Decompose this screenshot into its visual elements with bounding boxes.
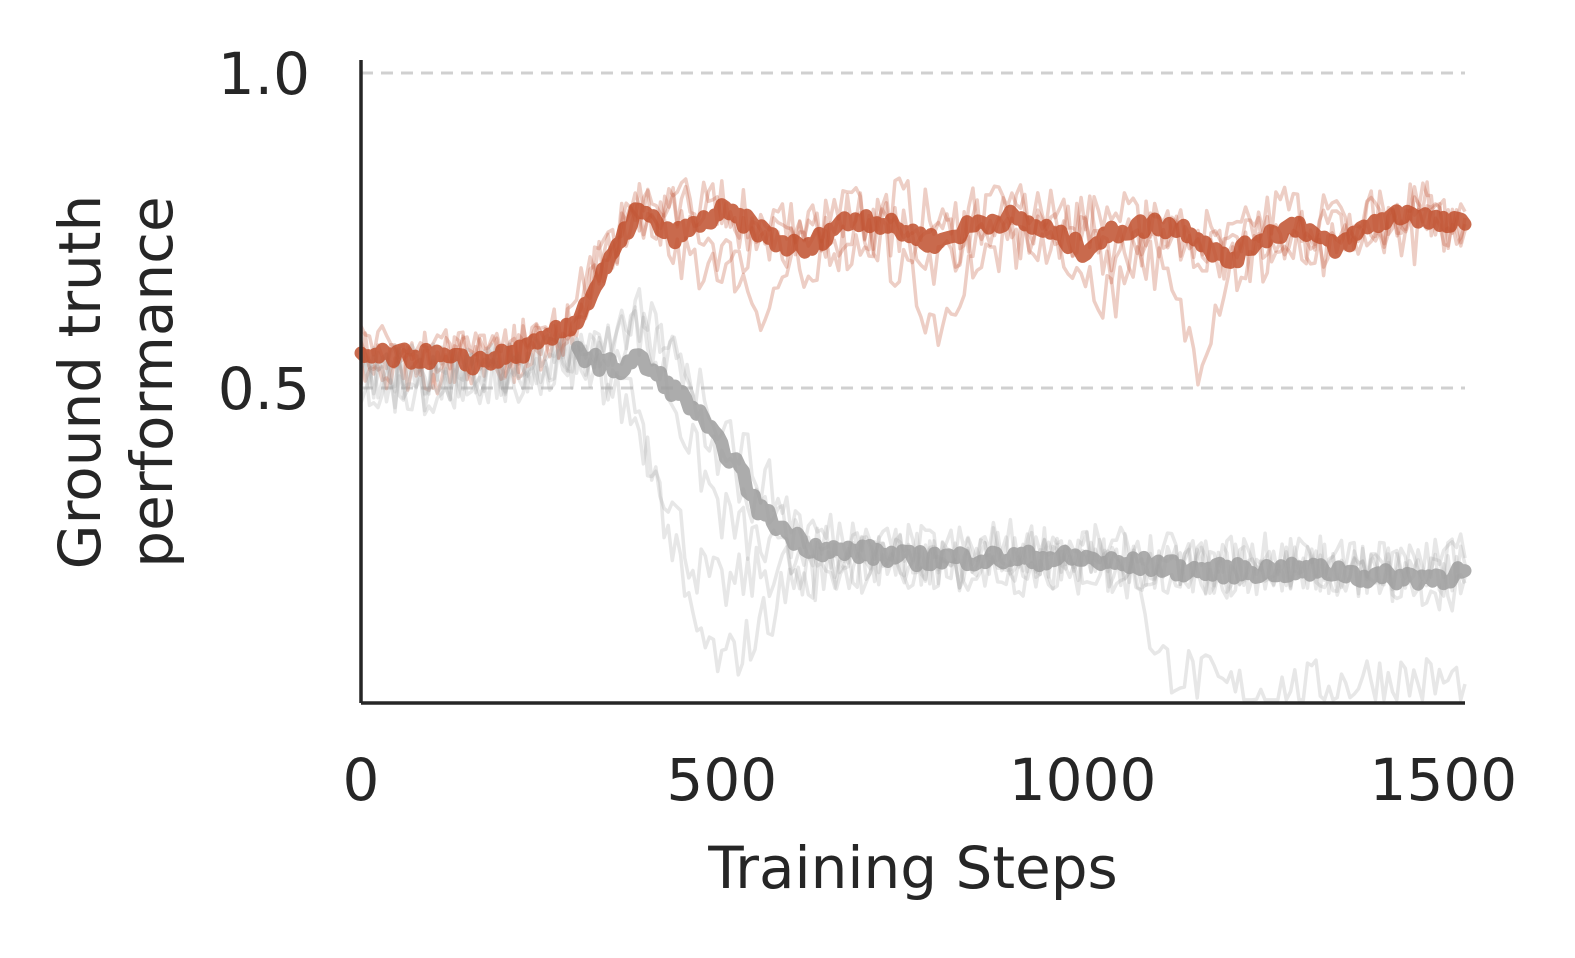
run-line	[359, 305, 1467, 702]
y-axis-label-line-2: performance	[118, 196, 186, 567]
x-tick-label: 500	[666, 746, 777, 814]
y-tick-label: 1.0	[218, 40, 310, 108]
x-tick-label: 1500	[1370, 746, 1518, 814]
individual-runs	[359, 176, 1467, 702]
y-axis-label-line-1: Ground truth	[46, 195, 114, 570]
run-line	[359, 332, 1467, 677]
x-tick-label: 1000	[1009, 746, 1157, 814]
x-axis-label: Training Steps	[707, 834, 1118, 902]
x-tick-labels: 0 500 1000 1500	[343, 746, 1518, 814]
grid-lines	[361, 71, 1465, 390]
mean-lines	[354, 198, 1472, 591]
y-tick-label: 0.5	[218, 355, 310, 423]
x-tick-label: 0	[343, 746, 380, 814]
y-tick-labels: 0.5 1.0	[218, 40, 310, 423]
mean-line	[354, 198, 1472, 376]
mean-line	[571, 340, 1472, 591]
run-line	[359, 177, 1467, 396]
run-line	[359, 179, 1467, 390]
